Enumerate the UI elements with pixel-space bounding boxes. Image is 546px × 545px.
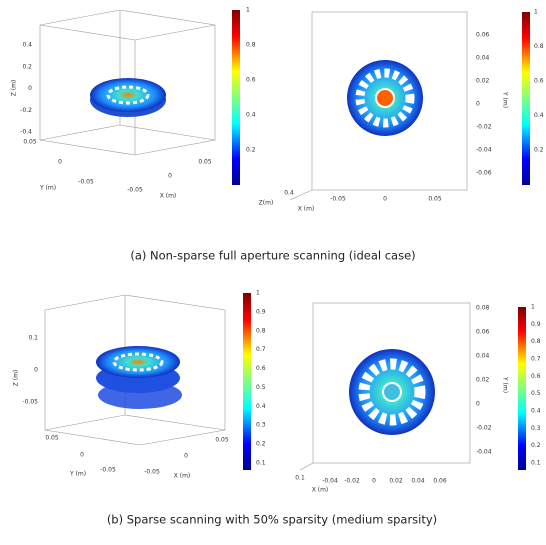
axis-label: X (m) <box>298 206 315 213</box>
colorbar-tick: 0.9 <box>256 308 266 315</box>
colorbar-tick: 0.1 <box>256 460 266 467</box>
tick-label: 0.1 <box>295 475 305 482</box>
plot-top-b <box>299 302 526 471</box>
tick-label: 0.02 <box>389 478 403 485</box>
plot-3d-a <box>39 9 240 185</box>
axis-label: Y (m) <box>69 471 86 478</box>
axis-label: Y (m) <box>502 91 509 108</box>
tick-label: -0.05 <box>78 179 94 186</box>
tick-label: 0.02 <box>476 377 490 384</box>
colorbar-tick: 0.5 <box>256 384 266 391</box>
tick-label: 0.4 <box>284 190 294 197</box>
tick-label: 0 <box>80 452 84 459</box>
colorbar-tick: 0.2 <box>534 147 544 154</box>
tick-label: 0 <box>372 478 376 485</box>
tick-label: -0.04 <box>322 478 338 485</box>
tick-label: 0.1 <box>28 335 38 342</box>
colorbar-tick: 0.2 <box>256 441 266 448</box>
tick-label: -0.05 <box>330 196 346 203</box>
tick-label: -0.02 <box>476 124 492 131</box>
tick-label: 0 <box>28 85 32 92</box>
tick-label: 0.05 <box>45 435 59 442</box>
tick-label: -0.4 <box>20 129 32 136</box>
tick-label: 0 <box>383 196 387 203</box>
colorbar-tick: 1 <box>256 290 260 297</box>
plot-3d-b <box>44 293 251 470</box>
tick-label: 0.02 <box>476 78 490 85</box>
tick-label: 0.06 <box>476 32 490 39</box>
tick-label: 0.2 <box>22 63 32 70</box>
tick-label: 0 <box>184 453 188 460</box>
tick-label: 0.04 <box>476 353 490 360</box>
axis-label: Z (m) <box>11 80 18 97</box>
colorbar-tick: 0.9 <box>531 321 541 328</box>
colorbar-tick: 0.5 <box>531 390 541 397</box>
colorbar-tick: 0.2 <box>246 147 256 154</box>
colorbar-tick: 0.6 <box>256 365 266 372</box>
tick-label: 0.05 <box>23 139 37 146</box>
plot-top-a <box>289 11 530 201</box>
colorbar-tick: 0.3 <box>256 422 266 429</box>
colorbar-tick: 0.4 <box>531 408 541 415</box>
tick-label: 0.06 <box>476 329 490 336</box>
colorbar-tick: 0.3 <box>531 425 541 432</box>
tick-label: -0.05 <box>127 187 143 194</box>
tick-label: 0 <box>34 367 38 374</box>
tick-label: 0.08 <box>476 305 490 312</box>
colorbar-tick: 1 <box>534 9 538 16</box>
tick-label: -0.04 <box>476 147 492 154</box>
axis-label: X (m) <box>160 193 177 200</box>
tick-label: 0 <box>476 101 480 108</box>
colorbar-tick: 0.8 <box>534 43 544 50</box>
colorbar-tick: 0.4 <box>534 112 544 119</box>
tick-label: -0.02 <box>476 425 492 432</box>
tick-label: 0.05 <box>428 196 442 203</box>
axis-label: Y (m) <box>39 185 56 192</box>
colorbar-tick: 0.2 <box>531 442 541 449</box>
tick-label: 0.05 <box>198 159 212 166</box>
tick-label: -0.05 <box>22 399 38 406</box>
tick-label: -0.06 <box>476 170 492 177</box>
tick-label: 0.05 <box>215 437 229 444</box>
tick-label: 0.06 <box>433 478 447 485</box>
tick-label: 0.04 <box>476 55 490 62</box>
tick-label: 0.04 <box>411 478 425 485</box>
tick-label: 0 <box>58 159 62 166</box>
axis-label: Y (m) <box>502 376 509 393</box>
tick-label: 0 <box>168 173 172 180</box>
colorbar-tick: 0.4 <box>246 112 256 119</box>
colorbar-tick: 1 <box>246 7 250 14</box>
colorbar-tick: 0.7 <box>531 356 541 363</box>
tick-label: 0.4 <box>22 42 32 49</box>
tick-label: -0.2 <box>20 107 32 114</box>
colorbar-tick: 0.6 <box>531 373 541 380</box>
colorbar-tick: 0.6 <box>534 78 544 85</box>
caption: (a) Non-sparse full aperture scanning (i… <box>130 249 415 263</box>
tick-label: -0.02 <box>344 478 360 485</box>
tick-label: -0.04 <box>476 449 492 456</box>
axis-label: X (m) <box>312 487 329 494</box>
tick-label: 0 <box>476 401 480 408</box>
colorbar-tick: 0.6 <box>246 77 256 84</box>
axis-label: X (m) <box>174 473 191 480</box>
colorbar-tick: 0.4 <box>256 403 266 410</box>
caption: (b) Sparse scanning with 50% sparsity (m… <box>107 513 437 527</box>
colorbar-tick: 0.8 <box>256 327 266 334</box>
tick-label: -0.05 <box>100 467 116 474</box>
axis-label: Z(m) <box>259 200 274 207</box>
tick-label: -0.05 <box>144 469 160 476</box>
colorbar-tick: 0.1 <box>531 460 541 467</box>
axis-label: Z (m) <box>13 370 20 387</box>
colorbar-tick: 0.8 <box>246 42 256 49</box>
colorbar-tick: 0.8 <box>531 338 541 345</box>
colorbar-tick: 0.7 <box>256 346 266 353</box>
colorbar-tick: 1 <box>531 304 535 311</box>
